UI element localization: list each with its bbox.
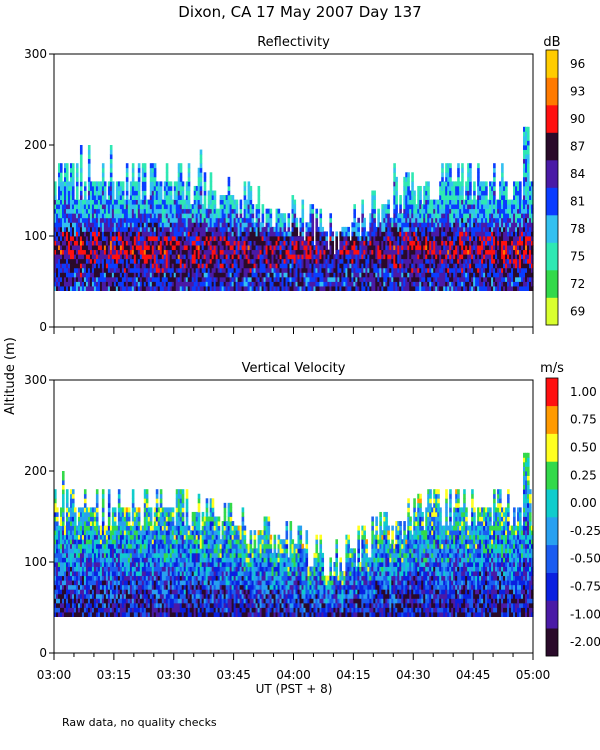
colorbar-tick-label: 0.50	[570, 441, 597, 455]
colorbar-tick-label: 96	[570, 57, 585, 71]
colorbar-tick-label: 78	[570, 222, 585, 236]
colorbar-swatch	[546, 215, 558, 243]
colorbar-tick-label: 81	[570, 194, 585, 208]
reflectivity-panel: Reflectivity dB 0 100 200 300 69 72 75 78 81 84 87 90…	[24, 35, 585, 334]
x-axis-label: UT (PST + 8)	[256, 682, 333, 696]
colorbar-tick-label: 1.00	[570, 385, 597, 399]
colorbar-swatch	[546, 378, 558, 407]
colorbar: 69 72 75 78 81 84 87 90 93 96	[545, 49, 585, 326]
colorbar-units-label: dB	[543, 35, 560, 50]
colorbar-tick-label: 0.25	[570, 468, 597, 482]
x-tick-label: 03:45	[216, 668, 251, 682]
colorbar-swatch	[546, 517, 558, 546]
colorbar-tick-label: 84	[570, 167, 585, 181]
colorbar: -2.00 -1.00 -0.75 -0.50 -0.25 0.00 0.25 0.50 0.7…	[545, 377, 600, 657]
colorbar-tick-label: 69	[570, 304, 585, 318]
vertical-velocity-panel: Vertical Velocity m/s 0 100 200 300 03:00 03:15…	[24, 361, 600, 682]
y-tick-label: 100	[24, 555, 47, 569]
y-tick-label: 0	[39, 320, 47, 334]
colorbar-tick-label: 90	[570, 112, 585, 126]
colorbar-tick-label: 0.75	[570, 413, 597, 427]
colorbar-swatch	[546, 187, 558, 216]
colorbar-tick-label: -0.50	[570, 552, 600, 566]
x-tick-label: 04:45	[456, 668, 491, 682]
colorbar-swatch	[546, 572, 558, 601]
colorbar-frame	[545, 49, 559, 326]
y-tick-label: 100	[24, 229, 47, 243]
footnote: Raw data, no quality checks	[62, 716, 217, 729]
colorbar-swatch	[546, 242, 558, 271]
colorbar-tick-label: 0.00	[570, 496, 597, 510]
x-tick-label: 03:30	[156, 668, 191, 682]
colorbar-tick-label: -0.75	[570, 580, 600, 594]
y-tick-label: 300	[24, 373, 47, 387]
data-field	[54, 452, 534, 617]
x-tick-label: 04:30	[396, 668, 431, 682]
y-tick-label: 300	[24, 47, 47, 61]
colorbar-tick-label: 75	[570, 249, 585, 263]
x-tick-label: 04:00	[276, 668, 311, 682]
panel-title: Reflectivity	[257, 35, 330, 50]
colorbar-swatch	[546, 461, 558, 490]
colorbar-swatch	[546, 105, 558, 133]
colorbar-tick-label: -1.00	[570, 607, 600, 621]
y-tick-label: 0	[39, 646, 47, 660]
colorbar-units-label: m/s	[540, 361, 564, 376]
colorbar-swatch	[546, 544, 558, 573]
colorbar-swatch	[546, 270, 558, 298]
colorbar-tick-label: 72	[570, 277, 585, 291]
x-tick-label: 05:00	[516, 668, 551, 682]
colorbar-swatch	[546, 628, 558, 657]
y-tick-label: 200	[24, 138, 47, 152]
x-tick-label: 03:00	[37, 668, 72, 682]
colorbar-tick-label: -2.00	[570, 635, 600, 649]
colorbar-swatch	[546, 297, 558, 326]
panel-title: Vertical Velocity	[242, 361, 346, 376]
y-axis-label: Altitude (m)	[3, 337, 18, 415]
colorbar-swatch	[546, 600, 558, 629]
colorbar-swatch	[546, 50, 558, 78]
x-tick-label: 04:15	[336, 668, 371, 682]
colorbar-frame	[545, 377, 559, 657]
data-field	[54, 126, 534, 291]
colorbar-swatch	[546, 489, 558, 518]
colorbar-swatch	[546, 405, 558, 434]
colorbar-tick-label: 93	[570, 84, 585, 98]
colorbar-tick-label: 87	[570, 139, 585, 153]
y-tick-label: 200	[24, 464, 47, 478]
colorbar-swatch	[546, 132, 558, 161]
colorbar-tick-label: -0.25	[570, 524, 600, 538]
colorbar-swatch	[546, 77, 558, 106]
figure-title: Dixon, CA 17 May 2007 Day 137	[178, 3, 421, 21]
colorbar-swatch	[546, 433, 558, 462]
colorbar-swatch	[546, 160, 558, 188]
x-tick-label: 03:15	[97, 668, 132, 682]
